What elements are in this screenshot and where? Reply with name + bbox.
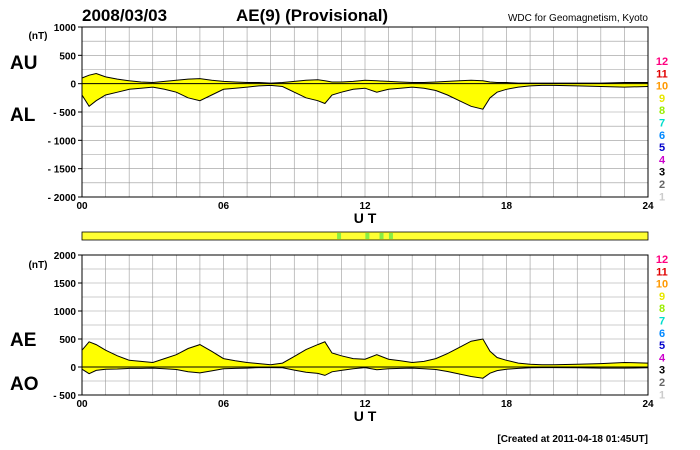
date-title: 2008/03/03 [82,6,167,25]
station-legend-item: 4 [659,154,666,166]
ao-label: AO [10,374,39,395]
ae-ao-x-ticks: 00 06 12 18 24 [76,399,654,410]
station-legend-item: 5 [659,142,665,154]
station-legend-item: 2 [659,179,665,191]
au-al-y-tick-label: 1000 [54,23,77,34]
ae-ao-y-tick-label: 1500 [54,279,77,290]
ae-ao-panel: 2000 1500 1000 500 0 - 500 00 06 12 18 24 (nT) U … [10,251,654,424]
au-al-grid [82,27,648,197]
au-line [81,72,648,84]
station-legend-item: 8 [659,303,665,315]
station-legend-item: 10 [656,81,668,93]
coverage-marker [388,233,393,239]
station-legend-item: 11 [656,68,668,80]
station-legend-item: 4 [659,352,666,364]
station-legend-item: 3 [659,365,665,377]
station-legend-item: 12 [656,254,668,266]
au-label: AU [10,53,37,74]
coverage-marker [337,233,342,239]
ae-ao-x-tick-label: 24 [642,399,654,410]
source-label: WDC for Geomagnetism, Kyoto [508,13,648,24]
station-legend-item: 12 [656,56,668,68]
ae-ao-x-tick-label: 18 [501,399,513,410]
ae-ao-grid [82,255,648,395]
au-al-xlabel: U T [354,210,377,226]
au-al-area [82,73,648,110]
al-label: AL [10,105,36,126]
au-al-x-ticks: 00 06 12 18 24 [76,201,654,212]
station-legend-item: 6 [659,328,665,340]
station-legend-item: 10 [656,279,668,291]
au-al-y-tick-label: 500 [59,51,76,62]
ae-ao-frame [81,254,649,396]
station-legend-item: 5 [659,340,665,352]
au-al-x-tick-label: 24 [642,201,654,212]
station-legend-item: 1 [659,389,665,401]
station-legend-item: 11 [656,266,668,278]
au-al-x-tick-label: 00 [76,201,88,212]
au-al-y-ticks: 1000 500 0 - 500 - 1000 - 1500 - 2000 [48,23,82,204]
ae-line [81,338,649,366]
coverage-bar-body [81,231,649,241]
au-al-y-tick-label: - 500 [53,108,76,119]
ae-ao-y-tick-label: - 500 [53,391,76,402]
coverage-markers [337,233,393,239]
au-al-panel: 1000 500 0 - 500 - 1000 - 1500 - 2000 00 06 12 18… [10,23,654,226]
coverage-marker [365,233,370,239]
au-al-x-tick-label: 18 [501,201,513,212]
station-legend-item: 7 [659,316,665,328]
station-legend-item: 6 [659,130,665,142]
au-al-y-tick-label: - 1500 [48,165,77,176]
au-al-x-tick-label: 06 [218,201,230,212]
station-legend-item: 9 [659,291,665,303]
station-legend-item: 3 [659,167,665,179]
ae-ao-y-tick-label: 1000 [54,307,77,318]
station-legend-item: 1 [659,191,665,203]
station-legend-item: 8 [659,105,665,117]
al-line [81,84,649,110]
ae-ao-x-tick-label: 12 [359,399,371,410]
ae-ao-unit: (nT) [29,260,48,271]
coverage-bar [81,231,649,241]
au-al-y-tick-label: - 2000 [48,193,77,204]
station-legend-item: 2 [659,377,665,389]
coverage-marker [379,233,384,239]
station-legend-item: 9 [659,93,665,105]
index-title: AE(9) (Provisional) [236,6,388,25]
ae-ao-y-tick-label: 0 [70,363,76,374]
ae-ao-x-tick-label: 00 [76,399,88,410]
ao-line [81,367,649,379]
ae-ao-y-tick-label: 2000 [54,251,77,262]
au-al-unit: (nT) [29,31,48,42]
station-legend-item: 7 [659,118,665,130]
created-stamp: [Created at 2011-04-18 01:45UT] [497,434,648,445]
ae-ao-xlabel: U T [354,408,377,424]
ae-ao-x-tick-label: 06 [218,399,230,410]
ae-ao-y-ticks: 2000 1500 1000 500 0 - 500 [53,251,82,402]
ae-ao-y-tick-label: 500 [59,335,76,346]
au-al-y-tick-label: 0 [70,80,76,91]
au-al-y-tick-label: - 1000 [48,136,77,147]
au-al-x-tick-label: 12 [359,201,371,212]
ae-label: AE [10,330,36,351]
